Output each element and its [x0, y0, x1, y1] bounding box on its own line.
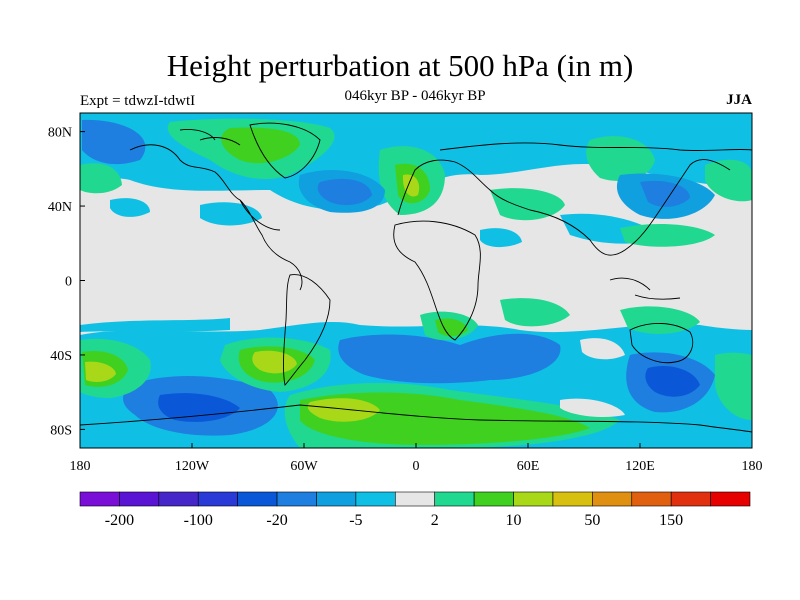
- season-label: JJA: [726, 92, 752, 108]
- colorbar-swatch: [276, 491, 317, 507]
- colorbar-label: -200: [105, 512, 134, 529]
- contour-sh-blue-band2: [80, 318, 230, 332]
- contour-sh-indian-blue: [338, 333, 561, 384]
- colorbar: -200 -100 -20 -5 2 10 50 150: [79, 491, 751, 529]
- contour-pacific-green2: [620, 224, 715, 247]
- contour-mid-green: [490, 188, 565, 221]
- x-tick-label: 120E: [625, 459, 655, 474]
- contour-field: [80, 113, 752, 448]
- colorbar-label: 2: [431, 512, 439, 529]
- contour-sh-lime-se: [435, 318, 468, 337]
- y-tick-label: 0: [65, 275, 72, 290]
- coast-europe: [397, 159, 531, 216]
- colorbar-swatch: [355, 491, 396, 507]
- coast-africa: [393, 220, 481, 341]
- colorbar-label: -100: [184, 512, 213, 529]
- x-tick-label: 120W: [175, 459, 210, 474]
- colorbar-swatch: [473, 491, 514, 507]
- contour-sh-yellow-west: [85, 361, 116, 382]
- coast-asia: [529, 159, 731, 256]
- contour-greenland-green2: [221, 127, 300, 164]
- contour-west-green: [80, 163, 122, 194]
- chart-title: Height perturbation at 500 hPa (in m): [166, 48, 634, 83]
- coast-greenland: [249, 122, 321, 179]
- contour-pacific-green: [705, 159, 752, 202]
- contour-arctic-blue-dark: [82, 119, 146, 165]
- colorbar-swatch: [710, 491, 751, 507]
- contour-sh-yellow-atl: [252, 350, 297, 374]
- y-tick-label: 40N: [48, 200, 72, 215]
- coast-north-america: [129, 144, 303, 291]
- x-tick-label: 0: [413, 459, 420, 474]
- coast-south-america: [283, 274, 331, 386]
- contour-mideast-blue: [480, 228, 522, 248]
- colorbar-swatch: [237, 491, 278, 507]
- contour-asia-blue-dark: [640, 180, 690, 207]
- colorbar-label: -5: [349, 512, 362, 529]
- coast-australia: [629, 322, 694, 364]
- x-axis: 180 120W 60W 0 60E 120E 180: [70, 443, 763, 474]
- contour-sh-pacific-darkblue: [158, 393, 240, 422]
- y-tick-label: 40S: [50, 349, 72, 364]
- colorbar-swatch: [513, 491, 554, 507]
- colorbar-swatch: [592, 491, 633, 507]
- colorbar-swatch: [158, 491, 199, 507]
- contour-atlantic-blue-dark: [317, 178, 372, 206]
- colorbar-swatch: [394, 491, 436, 507]
- colorbar-swatch: [79, 491, 120, 507]
- coast-indonesia: [609, 277, 681, 300]
- x-tick-label: 60W: [290, 459, 318, 474]
- coast-antarctica: [80, 404, 752, 433]
- colorbar-label: 10: [506, 512, 522, 529]
- colorbar-label: 150: [659, 512, 683, 529]
- experiment-label: Expt = tdwzI-tdwtI: [80, 93, 196, 109]
- chart-subtitle: 046kyr BP - 046kyr BP: [344, 88, 486, 104]
- contour-sh-aus-darkblue: [645, 365, 700, 397]
- y-axis: 80N 40N 0 40S 80S: [48, 126, 85, 438]
- colorbar-swatch: [434, 491, 475, 507]
- colorbar-swatch: [197, 491, 238, 507]
- contour-sh-green-indian: [500, 298, 570, 327]
- y-tick-label: 80S: [50, 423, 72, 438]
- colorbar-swatch: [670, 491, 711, 507]
- contour-na-blue: [110, 198, 150, 217]
- y-tick-label: 80N: [48, 126, 72, 141]
- colorbar-swatch: [552, 491, 593, 507]
- colorbar-label: -20: [266, 512, 287, 529]
- x-tick-label: 180: [70, 459, 91, 474]
- contour-europe-yellow: [402, 174, 420, 197]
- colorbar-swatch: [631, 491, 672, 507]
- contour-sh-yellow-antarctic: [307, 398, 380, 422]
- contour-sh-grey-pocket: [580, 338, 625, 360]
- colorbar-swatch: [119, 491, 160, 507]
- x-tick-label: 180: [742, 459, 763, 474]
- coast-arctic-russia: [439, 142, 752, 152]
- contour-sh-green-dateline: [715, 352, 752, 420]
- coastlines: [80, 122, 752, 433]
- contour-sh-grey-pocket2: [560, 398, 625, 418]
- colorbar-swatch: [316, 491, 357, 507]
- colorbar-label: 50: [584, 512, 600, 529]
- x-tick-label: 60E: [517, 459, 540, 474]
- coast-canada-islands: [179, 129, 241, 146]
